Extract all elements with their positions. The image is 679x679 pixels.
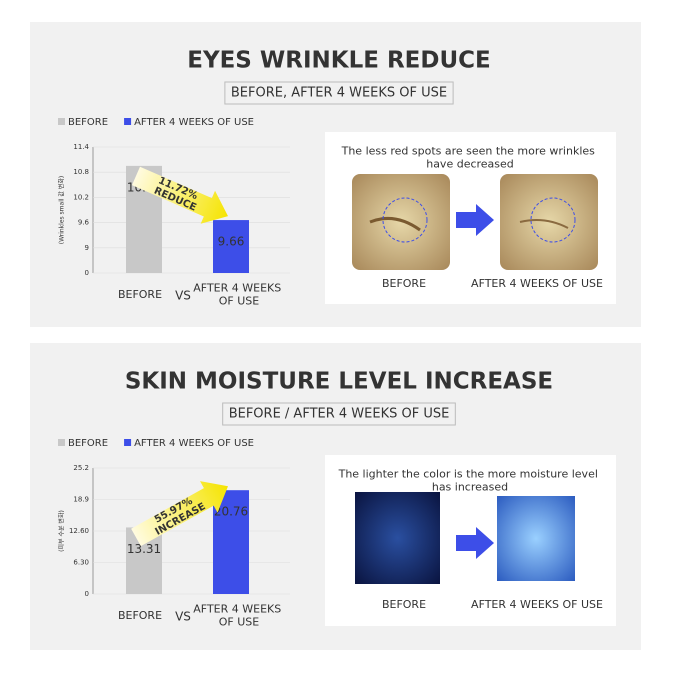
legend-swatch <box>58 439 65 446</box>
y-axis-label: (피부 수분 변화) <box>58 510 66 552</box>
subtitle-box <box>222 402 456 426</box>
legend-label: BEFORE <box>68 438 108 449</box>
y-tick-label: 6.30 <box>73 559 89 567</box>
bar-value-label: 20.76 <box>214 505 248 519</box>
y-tick-label: 18.9 <box>73 496 89 504</box>
y-tick-label: 9 <box>85 244 89 252</box>
bar-value-label: 13.31 <box>127 542 161 556</box>
legend-swatch <box>58 118 65 125</box>
y-tick-label: 0 <box>85 269 89 277</box>
focus-circle <box>530 197 576 243</box>
category-label: AFTER 4 WEEKS OF USE <box>193 282 284 308</box>
y-tick-label: 11.4 <box>73 143 89 151</box>
bar <box>213 220 249 273</box>
photo-before <box>352 174 450 270</box>
image-label: AFTER 4 WEEKS OF USE <box>471 277 603 290</box>
category-label: BEFORE <box>118 609 162 622</box>
y-tick-label: 25.2 <box>73 464 89 472</box>
legend-label: AFTER 4 WEEKS OF USE <box>134 117 254 128</box>
wrinkle <box>369 216 421 232</box>
title: SKIN MOISTURE LEVEL INCREASE <box>125 369 553 395</box>
image-label: BEFORE <box>382 598 426 611</box>
photo-before <box>355 492 440 584</box>
wrinkle <box>519 219 569 229</box>
arrow-icon <box>456 527 494 559</box>
bar-value-label: 9.66 <box>218 235 245 249</box>
photo-after <box>497 496 575 581</box>
arrow-shape <box>131 166 228 224</box>
image-caption: The lighter the color is the more moistu… <box>338 468 602 494</box>
subtitle: BEFORE, AFTER 4 WEEKS OF USE <box>231 86 447 101</box>
y-tick-label: 12.60 <box>69 527 89 535</box>
image-label: BEFORE <box>382 277 426 290</box>
subtitle-box <box>224 81 454 105</box>
vs-label: VS <box>175 610 191 624</box>
y-tick-label: 10.2 <box>73 193 89 201</box>
category-label: BEFORE <box>118 288 162 301</box>
y-axis-label: (Wrinkles small 값 변화) <box>58 176 66 245</box>
legend-label: BEFORE <box>68 117 108 128</box>
image-caption: The less red spots are seen the more wri… <box>341 145 599 171</box>
subtitle: BEFORE / AFTER 4 WEEKS OF USE <box>229 407 450 422</box>
vs-label: VS <box>175 289 191 303</box>
focus-circle <box>382 197 428 243</box>
y-tick-label: 9.6 <box>78 219 90 227</box>
legend-swatch <box>124 439 132 446</box>
arrow-shape <box>131 481 228 547</box>
title: EYES WRINKLE REDUCE <box>187 48 491 74</box>
arrow-icon <box>456 204 494 236</box>
y-tick-label: 0 <box>85 590 89 598</box>
legend-label: AFTER 4 WEEKS OF USE <box>134 438 254 449</box>
category-label: AFTER 4 WEEKS OF USE <box>193 603 284 629</box>
image-label: AFTER 4 WEEKS OF USE <box>471 598 603 611</box>
legend-swatch <box>124 118 132 125</box>
y-tick-label: 10.8 <box>73 168 89 176</box>
